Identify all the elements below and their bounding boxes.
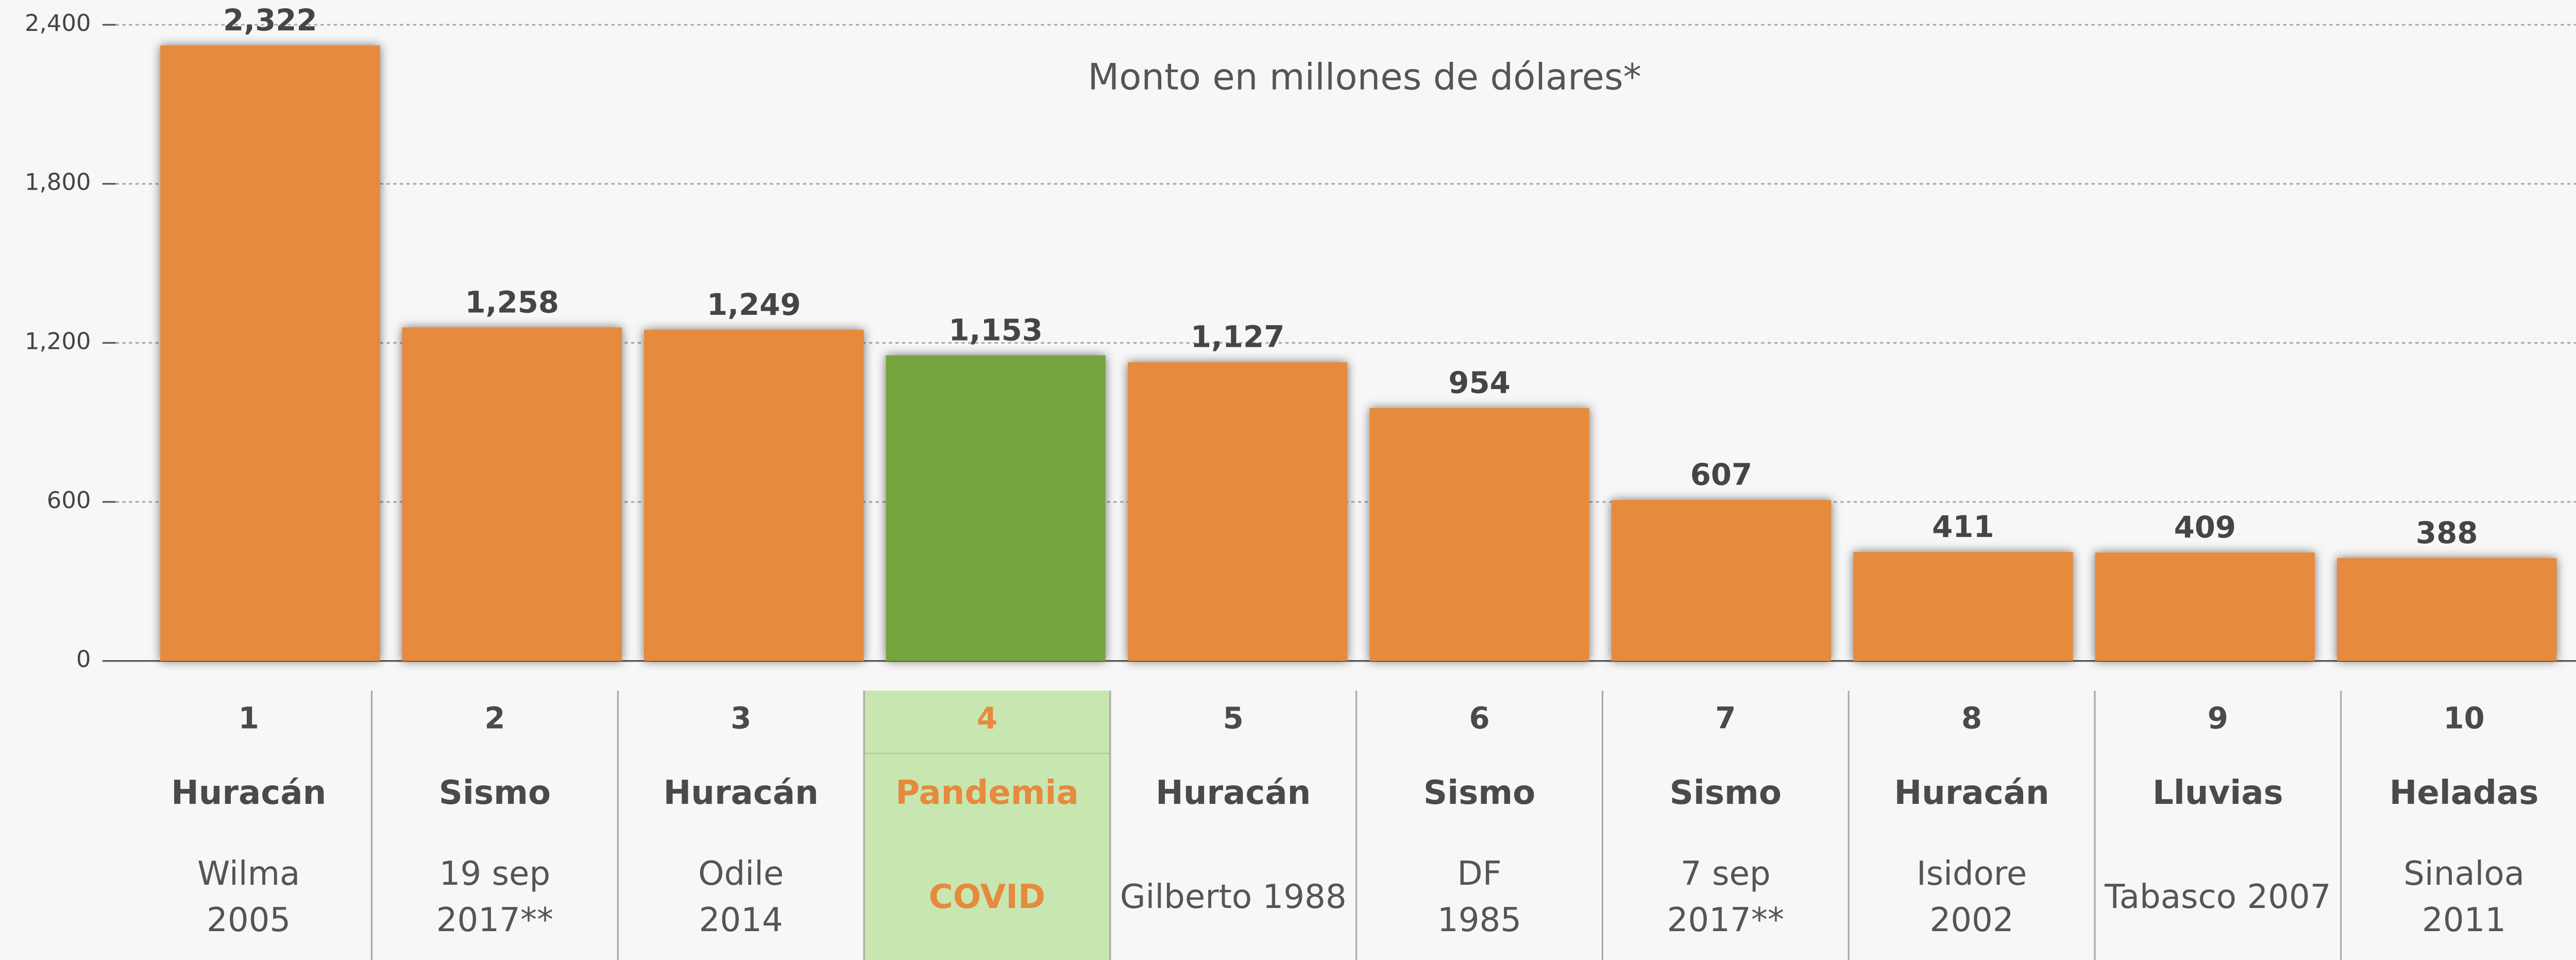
value-label: 411 <box>1932 509 1994 544</box>
event-name: Gilberto 1988 <box>1120 878 1347 916</box>
event-name: DF <box>1457 854 1501 893</box>
value-label: 1,127 <box>1191 319 1285 355</box>
bar <box>643 330 864 661</box>
rank-label: 9 <box>2208 701 2228 736</box>
value-label: 1,258 <box>465 284 560 319</box>
value-label: 954 <box>1448 365 1510 400</box>
event-type: Pandemia <box>895 773 1079 812</box>
event-type: Huracán <box>664 773 819 812</box>
bar <box>1127 362 1348 661</box>
event-name: 2005 <box>207 901 291 939</box>
event-name: 2002 <box>1929 901 2013 939</box>
event-name: 2011 <box>2422 901 2506 939</box>
value-label: 1,153 <box>948 312 1043 347</box>
event-name: Tabasco 2007 <box>2104 878 2331 916</box>
rank-label: 6 <box>1469 701 1489 736</box>
event-name: 2014 <box>699 901 783 939</box>
bar <box>886 355 1106 661</box>
event-type: Lluvias <box>2153 773 2283 812</box>
value-label: 2,322 <box>223 3 317 38</box>
event-name: COVID <box>929 878 1046 916</box>
bar <box>2095 552 2315 661</box>
bar <box>160 45 380 661</box>
bar <box>2337 558 2557 661</box>
highlight-column <box>864 690 1110 960</box>
rank-label: 7 <box>1715 701 1736 736</box>
event-name: Sinaloa <box>2403 854 2524 893</box>
rank-label: 2 <box>484 701 505 736</box>
event-type: Huracán <box>1894 773 2049 812</box>
event-name: 7 sep <box>1681 854 1771 893</box>
y-tick-label: 600 <box>47 486 91 514</box>
value-label: 388 <box>2416 515 2478 550</box>
rank-label: 1 <box>239 701 259 736</box>
bar <box>1369 408 1589 661</box>
event-type: Heladas <box>2389 773 2539 812</box>
event-type: Huracán <box>1156 773 1311 812</box>
event-name: 2017** <box>1667 901 1784 939</box>
bar <box>1611 500 1832 661</box>
event-type: Sismo <box>1423 773 1535 812</box>
y-tick-label: 2,400 <box>25 9 91 37</box>
y-tick-label: 1,200 <box>25 327 91 355</box>
event-name: Odile <box>698 854 784 893</box>
value-label: 409 <box>2174 510 2236 545</box>
rank-label: 8 <box>1961 701 1982 736</box>
value-label: 607 <box>1690 457 1752 492</box>
event-name: 19 sep <box>439 854 551 893</box>
y-tick-label: 0 <box>76 646 91 673</box>
event-name: Isidore <box>1917 854 2027 893</box>
event-name: Wilma <box>197 854 300 893</box>
table-background <box>370 690 2342 960</box>
event-type: Sismo <box>1670 773 1782 812</box>
event-name: 2017** <box>436 901 553 939</box>
rank-label: 10 <box>2443 701 2484 736</box>
value-label: 1,249 <box>707 287 801 322</box>
event-name: 1985 <box>1437 901 1521 939</box>
bar <box>1853 552 2073 661</box>
bar <box>402 327 622 661</box>
rank-label: 4 <box>977 701 997 736</box>
y-tick-label: 1,800 <box>25 169 91 196</box>
chart-title: Monto en millones de dólares* <box>1088 56 1641 98</box>
event-type: Huracán <box>171 773 326 812</box>
rank-label: 3 <box>731 701 751 736</box>
rank-label: 5 <box>1223 701 1244 736</box>
event-type: Sismo <box>439 773 551 812</box>
